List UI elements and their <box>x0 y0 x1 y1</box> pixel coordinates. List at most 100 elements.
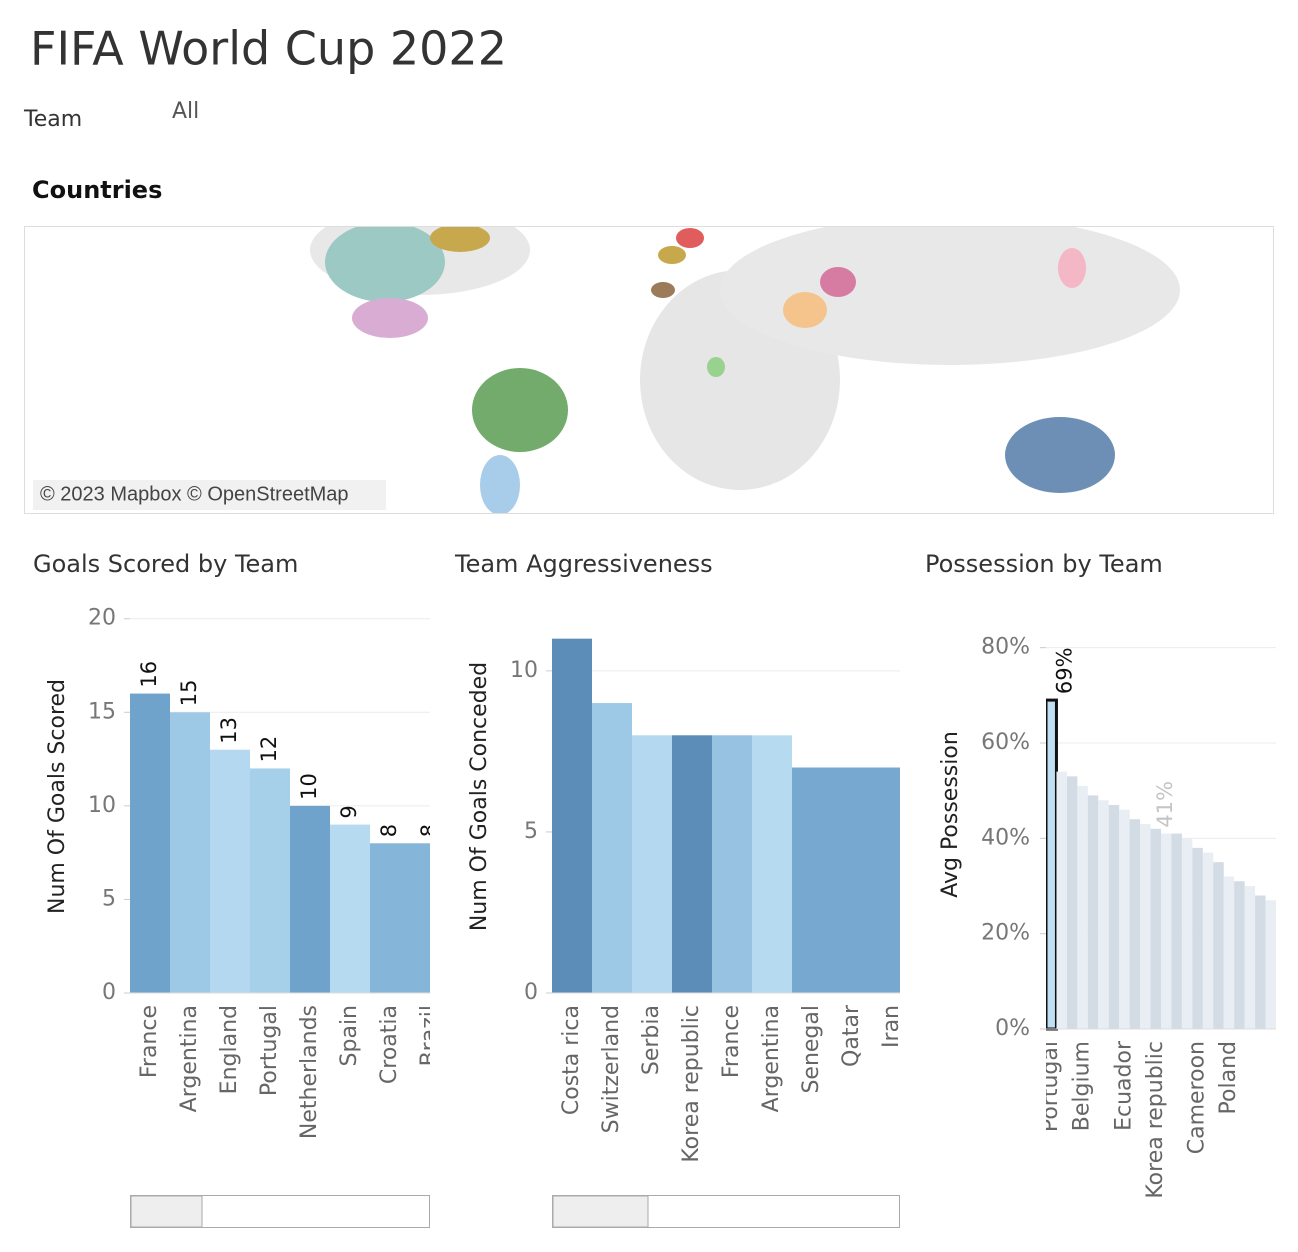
y-tick-label: 15 <box>88 699 116 724</box>
bar <box>872 767 900 993</box>
country <box>676 228 704 248</box>
bar <box>552 638 592 993</box>
bar <box>1077 785 1088 1029</box>
x-tick-label: Portugal <box>1038 1041 1063 1132</box>
country <box>1058 248 1086 288</box>
y-tick-label: 0% <box>995 1016 1030 1041</box>
bar <box>410 843 430 993</box>
chart-title: Goals Scored by Team <box>33 550 298 578</box>
x-tick-label: Serbia <box>639 1005 664 1075</box>
map-attribution[interactable]: © 2023 Mapbox © OpenStreetMap <box>40 483 349 505</box>
x-tick-label: Senegal <box>799 1005 824 1094</box>
bar <box>1234 881 1245 1029</box>
scroll-thumb[interactable] <box>130 1195 203 1228</box>
x-tick-label: Ecuador <box>1111 1040 1136 1131</box>
map-title: Countries <box>32 176 162 204</box>
bar <box>1244 886 1256 1029</box>
bar <box>632 735 672 993</box>
bar <box>1046 698 1058 1031</box>
bar <box>1255 895 1266 1029</box>
plot: France 16 Argentina 15 England 13 Portugal 12 Ne… <box>130 661 442 1139</box>
y-tick-label: 10 <box>88 793 116 818</box>
bar <box>170 712 210 993</box>
bar <box>752 735 792 993</box>
bar <box>1056 771 1067 1029</box>
bar <box>1066 776 1078 1029</box>
value-label: 8 <box>377 824 401 837</box>
x-tick-label: Brazil <box>417 1005 442 1066</box>
x-tick-label: Spain <box>337 1005 362 1066</box>
chart: Possession by Team Avg Possession 0% 20% 40%… <box>925 550 1276 1199</box>
plot: Costa rica Switzerland Serbia Korea republi… <box>552 638 900 1163</box>
bar <box>1108 804 1120 1029</box>
x-tick-label: Netherlands <box>297 1005 322 1139</box>
x-tick-label: Poland <box>1216 1041 1241 1114</box>
country <box>352 298 428 338</box>
value-label: 15 <box>177 680 201 707</box>
bar <box>1202 852 1214 1029</box>
chart-title: Team Aggressiveness <box>454 550 713 578</box>
x-tick-label: France <box>719 1005 744 1078</box>
y-tick-label: 20 <box>88 606 116 631</box>
bar <box>792 767 832 993</box>
x-tick-label: Belgium <box>1070 1041 1095 1131</box>
y-tick-label: 60% <box>981 730 1030 755</box>
filter-value[interactable]: All <box>172 99 199 124</box>
filter-label: Team <box>23 107 82 132</box>
country <box>651 282 675 298</box>
y-tick-label: 5 <box>524 819 538 844</box>
country <box>658 246 686 264</box>
country <box>430 227 490 252</box>
country <box>1005 417 1115 493</box>
scrollbar[interactable] <box>130 1195 900 1228</box>
y-axis-label: Avg Possession <box>938 731 963 898</box>
y-axis-label: Num Of Goals Conceded <box>467 662 492 931</box>
y-tick-label: 10 <box>510 658 538 683</box>
x-tick-label: Switzerland <box>599 1005 624 1133</box>
country <box>783 292 827 328</box>
bar <box>1265 900 1276 1029</box>
x-tick-label: Argentina <box>759 1005 784 1112</box>
bar <box>1213 862 1224 1029</box>
value-label: 16 <box>137 661 161 688</box>
bar <box>130 693 170 993</box>
attribution-bg <box>33 480 386 510</box>
bar <box>832 767 872 993</box>
bar <box>672 735 712 993</box>
map: © 2023 Mapbox © OpenStreetMap <box>24 226 1274 514</box>
value-label: 8 <box>417 824 441 837</box>
scroll-thumb[interactable] <box>552 1195 649 1228</box>
bar <box>1161 833 1172 1029</box>
bar <box>250 768 290 993</box>
y-tick-label: 0 <box>524 980 538 1005</box>
y-tick-label: 5 <box>102 886 116 911</box>
y-axis-label: Num Of Goals Scored <box>45 679 70 914</box>
bar <box>1223 876 1235 1029</box>
bar <box>210 749 250 993</box>
bar <box>290 805 330 993</box>
chart: Team Aggressiveness Num Of Goals Conceded… <box>454 550 900 1163</box>
x-tick-label: Korea republic <box>1143 1041 1168 1199</box>
value-label: 12 <box>257 736 281 763</box>
y-tick-label: 0 <box>102 980 116 1005</box>
x-tick-label: Croatia <box>377 1005 402 1084</box>
chart-title: Possession by Team <box>925 550 1163 578</box>
y-tick-label: 40% <box>981 825 1030 850</box>
x-tick-label: Qatar <box>839 1004 864 1067</box>
country <box>820 267 856 297</box>
x-tick-label: Costa rica <box>559 1005 584 1115</box>
x-tick-label: Korea republic <box>679 1005 704 1163</box>
chart: Goals Scored by Team Num Of Goals Scored 0… <box>33 550 442 1139</box>
x-tick-label: France <box>137 1005 162 1078</box>
bar <box>1192 847 1203 1029</box>
value-label: 69% <box>1053 647 1077 694</box>
bar <box>1129 819 1141 1029</box>
y-tick-label: 20% <box>981 921 1030 946</box>
x-tick-label: Argentina <box>177 1005 202 1112</box>
bar <box>592 703 632 993</box>
x-tick-label: Cameroon <box>1185 1041 1210 1154</box>
bar <box>1181 838 1193 1029</box>
dashboard-title: FIFA World Cup 2022 <box>30 22 507 76</box>
value-label: 9 <box>337 805 361 818</box>
